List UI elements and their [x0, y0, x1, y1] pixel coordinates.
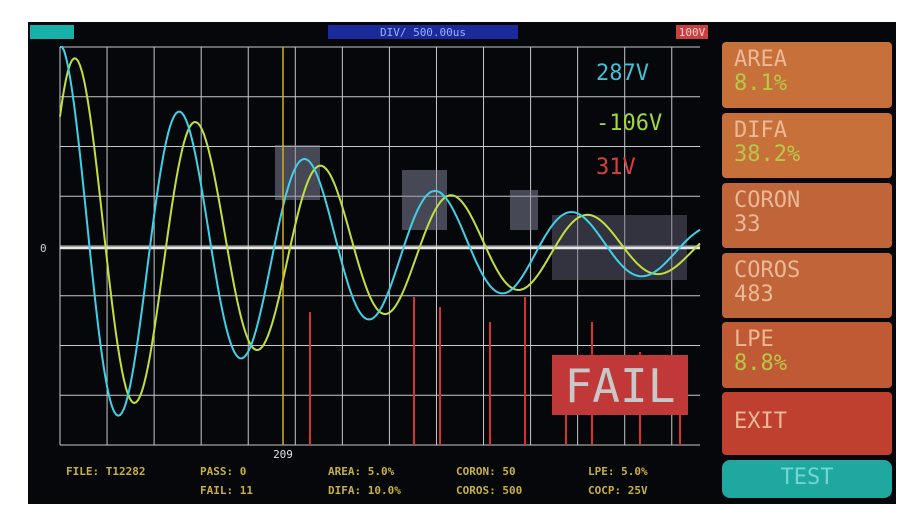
label: TEST — [734, 466, 880, 490]
highlight — [402, 170, 447, 230]
label: CORON — [734, 189, 880, 213]
coros-limit: COROS: 500 — [456, 484, 522, 497]
page: DIV/ 500.00us 100V 209 0 287V -106V 31V … — [0, 0, 903, 510]
reading: -106V — [596, 111, 662, 136]
reading: 31V — [596, 155, 636, 180]
file: FILE: T12282 — [66, 465, 145, 478]
test-button[interactable]: TEST — [722, 460, 892, 498]
timebase: DIV/ 500.00us — [380, 26, 466, 39]
highlight — [510, 190, 538, 230]
range: 100V — [679, 26, 706, 39]
channel-tag — [30, 25, 74, 39]
value: 33 — [734, 213, 880, 237]
value: 8.8% — [734, 352, 880, 376]
lpe-limit: LPE: 5.0% — [588, 465, 648, 478]
verdict: FAIL — [565, 359, 676, 413]
value: 483 — [734, 283, 880, 307]
value: 38.2% — [734, 143, 880, 167]
cursor-label: 209 — [273, 448, 293, 461]
exit-button[interactable]: EXIT — [722, 392, 892, 455]
value: 8.1% — [734, 72, 880, 96]
area-limit: AREA: 5.0% — [328, 465, 394, 478]
zero-label: 0 — [40, 242, 47, 255]
label: DIFA — [734, 119, 880, 143]
screen: DIV/ 500.00us 100V 209 0 287V -106V 31V … — [28, 22, 896, 504]
label: LPE — [734, 328, 880, 352]
pass: PASS: 0 — [200, 465, 246, 478]
coron-limit: CORON: 50 — [456, 465, 516, 478]
fail: FAIL: 11 — [200, 484, 253, 497]
label: AREA — [734, 48, 880, 72]
label: EXIT — [734, 410, 880, 434]
reading: 287V — [596, 61, 649, 86]
cocp-limit: COCP: 25V — [588, 484, 648, 497]
label: COROS — [734, 259, 880, 283]
difa-limit: DIFA: 10.0% — [328, 484, 401, 497]
